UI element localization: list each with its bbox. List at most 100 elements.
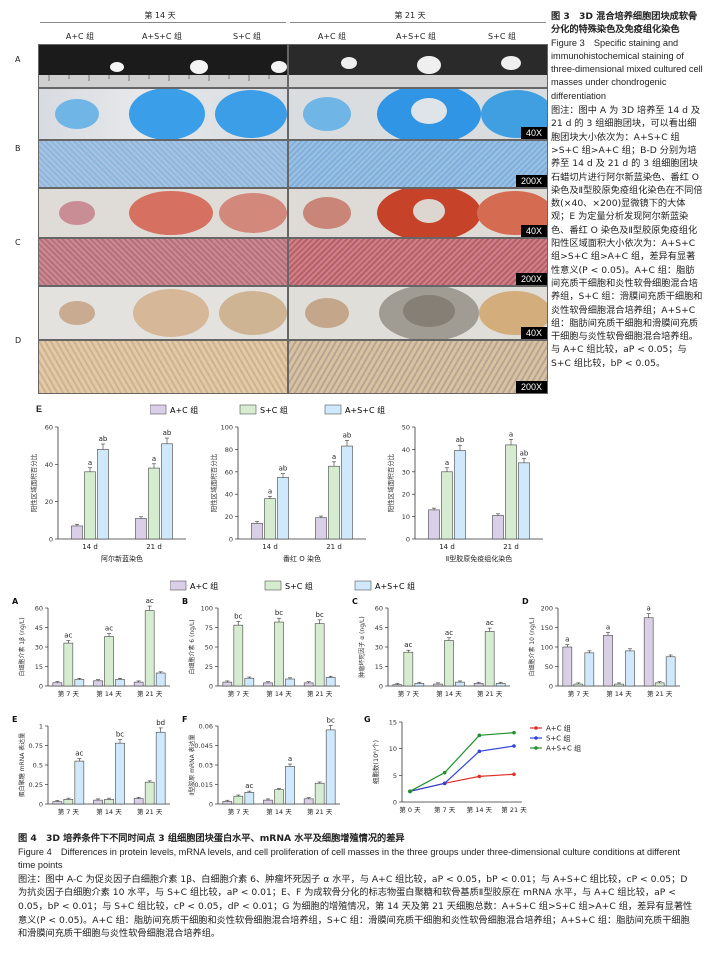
bar <box>244 792 255 805</box>
y-tick-label: 1 <box>39 723 43 731</box>
bar <box>403 651 414 687</box>
row-label-b: B <box>15 144 21 153</box>
fig4-legend-swatch-ac <box>170 580 187 591</box>
category-label: 第 7 天 <box>568 689 590 698</box>
y-tick-label: 0.03 <box>199 762 213 770</box>
significance-label: a <box>647 605 651 613</box>
panel-e-label: E <box>36 404 43 414</box>
chart-e-safranin: 0 20 40 60 80 100 阳性区域面积百分比 a ab 14 d a ab 21 d 番红 O … <box>209 424 366 563</box>
category-label: 第 14 天 <box>96 689 122 698</box>
y-tick-label: 0.25 <box>29 781 43 789</box>
figure-4-title-cn: 图 4 3D 培养条件下不同时间点 3 组细胞团块蛋白水平、mRNA 水平及细胞… <box>18 833 405 844</box>
photo-d-200x-day21: 200X <box>288 340 548 394</box>
col-header-ac-21: A+C 组 <box>317 32 347 41</box>
significance-label: ac <box>245 782 253 790</box>
category-label: 第 21 天 <box>477 689 503 698</box>
data-point <box>408 789 412 794</box>
col-header-sc-21: S+C 组 <box>488 32 516 41</box>
legend-label: A+C 组 <box>546 724 571 733</box>
y-axis-label: 阳性区域面积百分比 <box>29 453 38 512</box>
bar <box>104 799 114 805</box>
y-axis-label: 细胞数(10⁶/个) <box>371 740 380 784</box>
y-tick-label: 30 <box>35 644 43 652</box>
bar <box>492 515 504 540</box>
y-tick-label: 0.75 <box>29 742 43 750</box>
photo-b-200x-day14 <box>38 140 288 188</box>
bar <box>251 523 263 540</box>
category-label: 第 21 天 <box>307 807 333 816</box>
y-tick-label: 50 <box>205 644 213 652</box>
panel-label: C <box>352 597 358 606</box>
fig4-legend-label-ac: A+C 组 <box>190 581 218 591</box>
day21-header: 第 21 天 <box>394 11 426 20</box>
category-label: 21 d <box>503 543 519 551</box>
photo-c-40x-day21: 40X <box>288 188 548 238</box>
significance-label: a <box>445 459 449 467</box>
bar <box>97 449 109 540</box>
significance-label: ab <box>163 429 172 437</box>
chart-fig4-b: 0 25 50 75 100 白细胞介素 6 (ng/L) bc 第 7 天 bc 第 14 天 b… <box>182 597 340 698</box>
category-label: 第 14 天 <box>96 807 122 816</box>
category-label: 14 d <box>82 543 98 551</box>
legend-swatch-sc <box>239 404 257 415</box>
bar <box>325 677 336 687</box>
mag-200x-c: 200X <box>515 273 547 285</box>
legend-label: A+S+C 组 <box>546 744 581 753</box>
category-label: 第 14 天 <box>266 807 292 816</box>
category-label: 第 14 天 <box>606 689 632 698</box>
bar <box>52 682 63 687</box>
data-point <box>477 749 482 754</box>
bar <box>222 801 233 805</box>
y-tick-label: 100 <box>541 644 553 652</box>
pellet-sc-21 <box>501 56 521 70</box>
significance-label: a <box>268 487 272 495</box>
figure-3-caption: 图 3 3D 混合培养细胞团块成软骨分化的特殊染色及免疫组化染色 Figure … <box>551 10 703 370</box>
figure-4-caption: 图 4 3D 培养条件下不同时间点 3 组细胞团块蛋白水平、mRNA 水平及细胞… <box>18 832 698 941</box>
fig4-legend-label-asc: A+S+C 组 <box>375 581 415 591</box>
data-point <box>512 772 516 777</box>
bar <box>274 789 284 805</box>
category-label: 第 21 天 <box>137 807 163 816</box>
photo-d-200x-day14 <box>38 340 288 394</box>
bar <box>392 684 403 687</box>
y-axis-label: 白细胞介素 10 (ng/L) <box>528 617 536 676</box>
y-tick-label: 10 <box>402 513 410 521</box>
significance-label: ac <box>75 750 83 758</box>
bar <box>303 682 314 687</box>
significance-label: ab <box>520 449 529 457</box>
figure-4-title-en: Figure 4 Differences in protein levels, … <box>18 846 681 871</box>
mag-200x-d: 200X <box>515 381 547 393</box>
day14-header: 第 14 天 <box>144 11 176 20</box>
y-tick-label: 5 <box>393 772 397 780</box>
category-label: 第 7 天 <box>228 689 250 698</box>
fig4-legend: A+C 组 S+C 组 A+S+C 组 <box>170 580 415 591</box>
bar <box>614 683 624 687</box>
bar <box>625 650 635 687</box>
legend-label: S+C 组 <box>546 734 570 743</box>
col-header-asc-14: A+S+C 组 <box>141 32 183 41</box>
significance-label: a <box>606 623 610 631</box>
category-label: 14 d <box>262 543 278 551</box>
ruler-image-21 <box>289 56 547 87</box>
y-tick-label: 60 <box>375 605 383 613</box>
pellet-ac-14 <box>110 62 124 72</box>
col-header-asc-21: A+S+C 组 <box>395 32 437 41</box>
y-tick-label: 0 <box>209 801 213 809</box>
bar <box>314 623 325 687</box>
bar <box>233 624 244 687</box>
y-tick-label: 0 <box>549 683 553 691</box>
panel-label: B <box>182 597 188 606</box>
y-tick-label: 10 <box>389 745 397 753</box>
y-tick-label: 0 <box>406 536 410 544</box>
photo-d-40x-day14 <box>38 286 288 340</box>
category-label: 第 21 天 <box>647 689 673 698</box>
significance-label: a <box>288 755 292 763</box>
photo-b-40x-day14 <box>38 88 288 140</box>
y-tick-label: 40 <box>45 461 53 469</box>
pellet-sc-14 <box>271 61 287 73</box>
row-label-a: A <box>15 55 21 64</box>
category-label: 第 14 天 <box>436 689 462 698</box>
significance-label: ac <box>64 632 72 640</box>
x-axis-label: Ⅱ型胶原免疫组化染色 <box>446 554 512 563</box>
